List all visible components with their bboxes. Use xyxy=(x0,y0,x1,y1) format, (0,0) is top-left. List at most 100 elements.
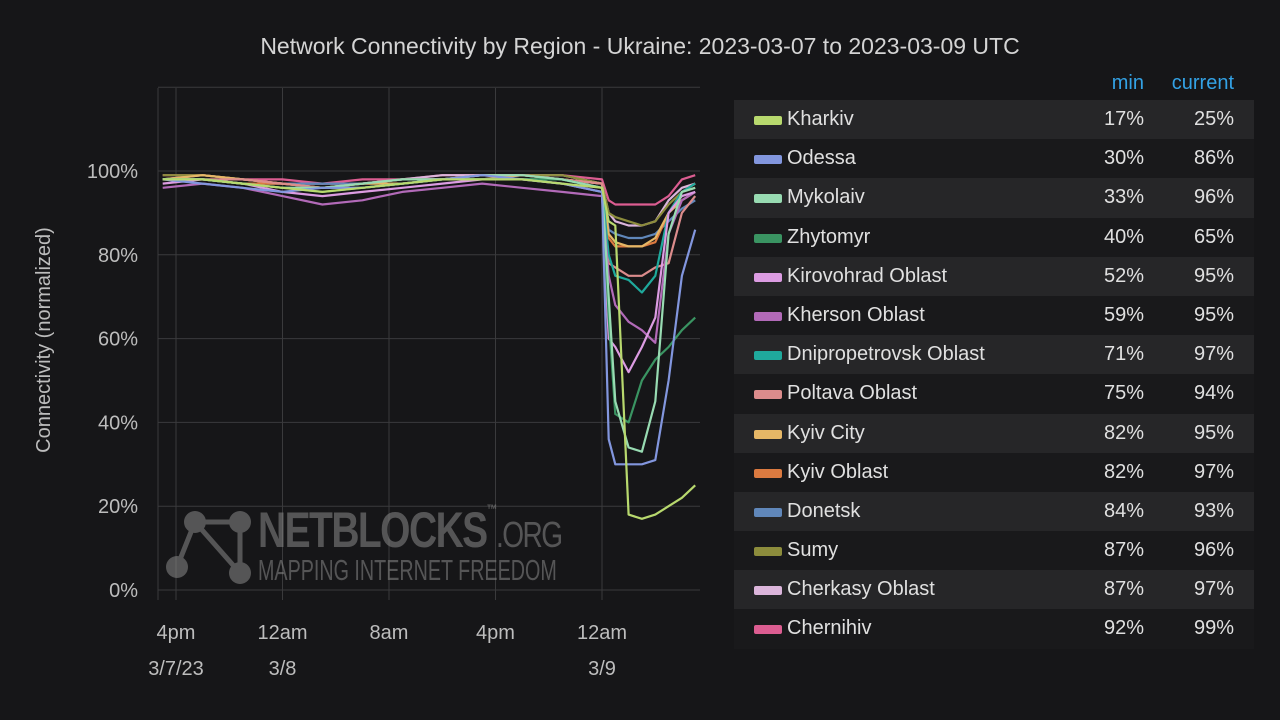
legend-row[interactable]: Kherson Oblast 59% 95% xyxy=(734,295,1254,336)
legend-row[interactable]: Dnipropetrovsk Oblast 71% 97% xyxy=(734,335,1254,375)
legend-min-value: 92% xyxy=(1103,617,1144,640)
series-line-kharkiv xyxy=(162,178,696,520)
legend-swatch xyxy=(754,351,782,361)
x-tick-date: 3/8 xyxy=(269,658,297,680)
legend-min-value: 59% xyxy=(1103,303,1144,326)
legend-row[interactable]: Kharkiv 17% 25% xyxy=(734,100,1254,140)
legend-row[interactable]: Kyiv City 82% 95% xyxy=(734,413,1254,453)
y-tick-label: 40% xyxy=(98,412,138,434)
y-tick-label: 60% xyxy=(98,329,138,351)
chart-title: Network Connectivity by Region - Ukraine… xyxy=(260,33,1020,59)
grid xyxy=(157,86,700,600)
legend-row[interactable]: Odessa 30% 86% xyxy=(734,139,1254,179)
legend-swatch xyxy=(754,272,782,282)
legend-series-name: Odessa xyxy=(787,147,856,170)
legend-current-header[interactable]: current xyxy=(1171,72,1234,94)
legend-series-name: Chernihiv xyxy=(787,617,872,640)
y-tick-label: 0% xyxy=(109,580,138,602)
legend-row[interactable]: Sumy 87% 96% xyxy=(734,531,1254,571)
legend-swatch xyxy=(754,155,782,165)
legend-current-value: 97% xyxy=(1193,578,1234,601)
legend-current-value: 25% xyxy=(1193,108,1234,130)
legend-header: min current xyxy=(734,70,1254,100)
legend-current-value: 93% xyxy=(1193,499,1234,522)
legend-min-value: 71% xyxy=(1103,343,1144,366)
legend-min-header[interactable]: min xyxy=(1111,72,1144,94)
legend-swatch xyxy=(754,625,782,635)
legend-series-name: Mykolaiv xyxy=(787,186,865,209)
legend-swatch xyxy=(754,194,782,204)
legend-swatch xyxy=(754,547,782,557)
x-tick-label: 4pm xyxy=(476,622,515,644)
legend-current-value: 94% xyxy=(1193,382,1234,405)
legend-current-value: 96% xyxy=(1193,539,1234,562)
x-tick-date: 3/7/23 xyxy=(148,658,204,680)
x-tick-date: 3/9 xyxy=(588,658,616,680)
legend-row[interactable]: Kirovohrad Oblast 52% 95% xyxy=(734,256,1254,296)
legend-min-value: 52% xyxy=(1103,264,1144,287)
legend-current-value: 95% xyxy=(1193,303,1234,326)
legend-swatch xyxy=(754,116,782,125)
legend-min-value: 33% xyxy=(1103,186,1144,209)
y-tick-label: 100% xyxy=(87,161,138,183)
legend-series-name: Dnipropetrovsk Oblast xyxy=(787,343,985,366)
legend-current-value: 86% xyxy=(1193,147,1234,170)
legend-row[interactable]: Zhytomyr 40% 65% xyxy=(734,217,1254,257)
legend-row[interactable]: Mykolaiv 33% 96% xyxy=(734,178,1254,218)
legend-series-name: Cherkasy Oblast xyxy=(787,578,935,601)
legend: min current Kharkiv 17% 25% Odessa 30% 8… xyxy=(734,70,1254,649)
legend-min-value: 82% xyxy=(1103,460,1144,483)
legend-row[interactable]: Poltava Oblast 75% 94% xyxy=(734,374,1254,414)
legend-series-name: Kyiv Oblast xyxy=(787,460,889,483)
x-tick-label: 12am xyxy=(257,622,307,644)
legend-current-value: 95% xyxy=(1193,264,1234,287)
legend-min-value: 75% xyxy=(1103,382,1144,405)
legend-swatch xyxy=(754,429,782,439)
legend-row[interactable]: Chernihiv 92% 99% xyxy=(734,609,1254,649)
series-line-odessa xyxy=(162,174,697,466)
legend-current-value: 65% xyxy=(1193,225,1234,248)
legend-current-value: 95% xyxy=(1193,421,1234,444)
legend-current-value: 96% xyxy=(1193,186,1234,209)
legend-series-name: Kherson Oblast xyxy=(787,303,925,326)
legend-min-value: 17% xyxy=(1103,108,1144,130)
legend-swatch xyxy=(754,390,782,400)
legend-series-name: Poltava Oblast xyxy=(787,382,918,405)
x-tick-label: 8am xyxy=(370,622,409,644)
legend-min-value: 40% xyxy=(1103,225,1144,248)
legend-min-value: 87% xyxy=(1103,578,1144,601)
legend-swatch xyxy=(754,507,782,517)
legend-row[interactable]: Kyiv Oblast 82% 97% xyxy=(734,452,1254,492)
y-axis: 0% 20% 40% 60% 80% 100% xyxy=(87,161,138,602)
legend-min-value: 84% xyxy=(1103,499,1144,522)
netblocks-watermark: NETBLOCKS™.ORG MAPPING INTERNET FREEDOM xyxy=(162,501,563,590)
legend-swatch xyxy=(754,586,782,596)
legend-current-value: 99% xyxy=(1193,617,1234,640)
legend-swatch xyxy=(754,311,782,321)
legend-series-name: Sumy xyxy=(787,539,839,562)
series-lines xyxy=(162,174,697,520)
legend-series-name: Kharkiv xyxy=(787,108,854,130)
watermark-brand: NETBLOCKS™.ORG xyxy=(258,501,563,558)
legend-series-name: Donetsk xyxy=(787,499,861,522)
y-tick-label: 80% xyxy=(98,245,138,267)
y-axis-label: Connectivity (normalized) xyxy=(33,227,55,453)
y-tick-label: 20% xyxy=(98,496,138,518)
legend-current-value: 97% xyxy=(1193,343,1234,366)
legend-row[interactable]: Donetsk 84% 93% xyxy=(734,491,1254,532)
legend-swatch xyxy=(754,468,782,478)
legend-current-value: 97% xyxy=(1193,460,1234,483)
series-line-kherson-oblast xyxy=(162,182,696,344)
legend-swatch xyxy=(754,233,782,243)
legend-series-name: Kirovohrad Oblast xyxy=(787,264,948,287)
x-tick-label: 12am xyxy=(577,622,627,644)
legend-min-value: 87% xyxy=(1103,539,1144,562)
watermark-tagline: MAPPING INTERNET FREEDOM xyxy=(258,555,557,587)
legend-min-value: 30% xyxy=(1103,147,1144,170)
legend-row[interactable]: Cherkasy Oblast 87% 97% xyxy=(734,570,1254,610)
x-axis: 4pm 3/7/23 12am 3/8 8am 4pm 12am 3/9 xyxy=(148,622,627,680)
legend-series-name: Zhytomyr xyxy=(787,225,871,248)
legend-series-name: Kyiv City xyxy=(787,421,865,444)
legend-min-value: 82% xyxy=(1103,421,1144,444)
